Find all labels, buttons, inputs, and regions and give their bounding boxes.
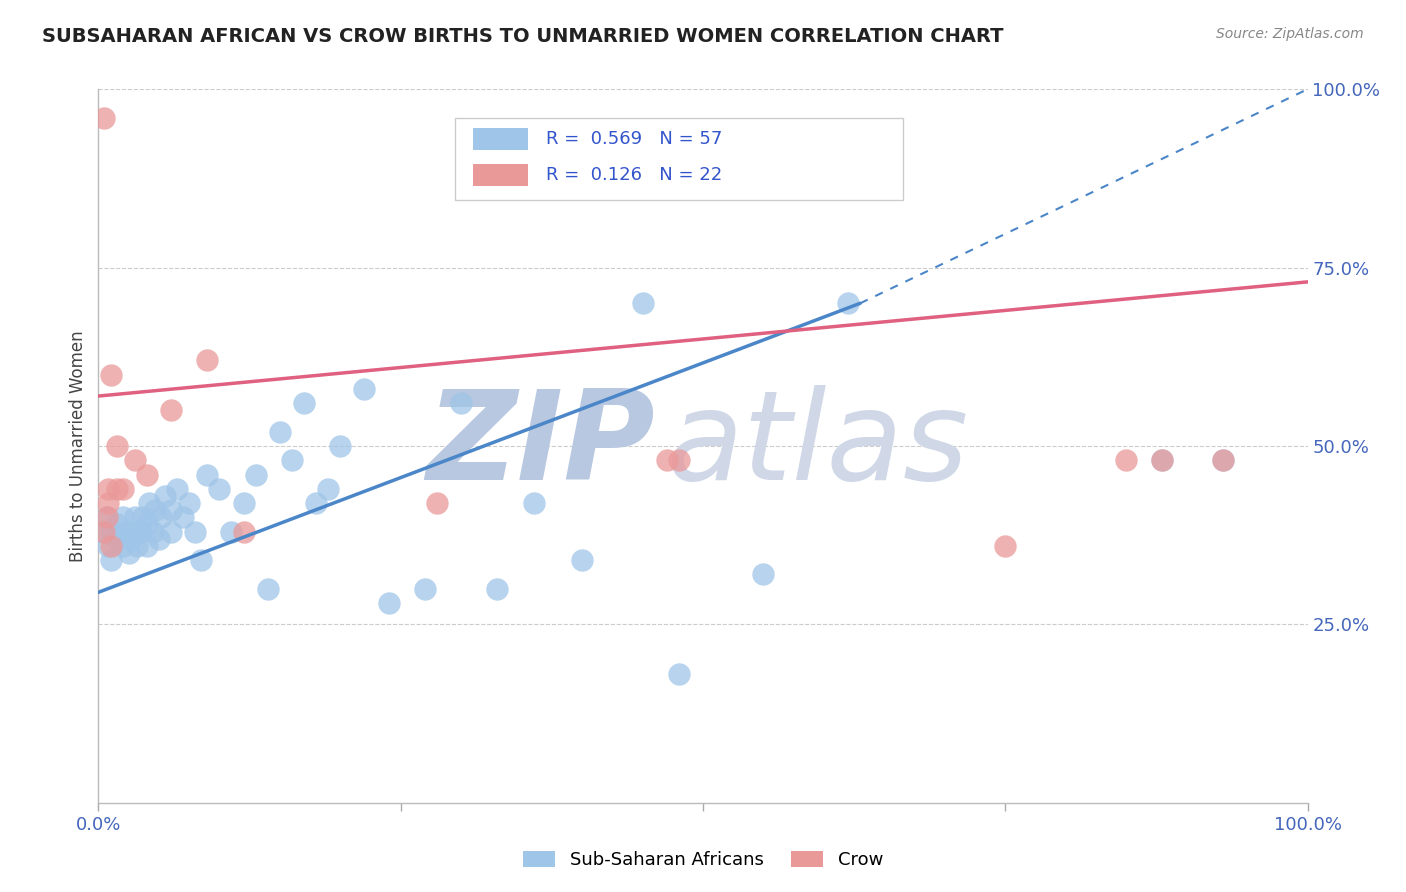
Point [120,532,142,546]
Point [100,368,122,382]
Point [329,439,352,453]
Point [111,510,134,524]
Point [160,403,183,417]
Point [166,482,188,496]
Point [208,482,231,496]
Point [195,353,218,368]
Point [105,439,128,453]
Point [994,539,1017,553]
Point [97,539,120,553]
Point [160,503,183,517]
Point [377,596,399,610]
Point [1152,453,1174,467]
Point [184,524,207,539]
Point [132,510,155,524]
Point [142,524,165,539]
Point [100,539,122,553]
Point [96,510,118,524]
Point [97,496,120,510]
Point [190,553,212,567]
Point [752,567,775,582]
Point [232,524,254,539]
Point [148,532,170,546]
Point [281,453,304,467]
Point [245,467,267,482]
Point [837,296,859,310]
Point [105,482,128,496]
Point [135,539,157,553]
FancyBboxPatch shape [456,118,903,200]
Point [305,496,328,510]
Point [135,467,157,482]
Point [93,111,115,125]
Point [124,524,146,539]
Point [100,524,122,539]
Point [105,532,128,546]
Point [292,396,315,410]
Point [97,482,120,496]
Point [124,453,146,467]
Point [138,496,160,510]
Point [1212,453,1234,467]
Point [150,510,173,524]
Point [668,453,690,467]
Text: ZIP: ZIP [426,385,655,507]
Point [118,546,141,560]
Point [105,517,128,532]
Point [668,667,690,681]
Point [571,553,593,567]
Point [413,582,436,596]
Point [93,524,115,539]
Text: atlas: atlas [666,385,969,507]
Point [127,539,149,553]
Bar [474,164,527,186]
Point [426,496,449,510]
Point [172,510,194,524]
Point [111,539,134,553]
Text: R =  0.126   N = 22: R = 0.126 N = 22 [546,166,723,184]
Point [221,524,243,539]
Point [1152,453,1174,467]
Text: SUBSAHARAN AFRICAN VS CROW BIRTHS TO UNMARRIED WOMEN CORRELATION CHART: SUBSAHARAN AFRICAN VS CROW BIRTHS TO UNM… [42,27,1004,45]
Point [195,467,218,482]
Text: R =  0.569   N = 57: R = 0.569 N = 57 [546,130,723,148]
Legend: Sub-Saharan Africans, Crow: Sub-Saharan Africans, Crow [513,842,893,879]
Point [450,396,472,410]
Point [179,496,201,510]
Point [160,524,183,539]
Text: Source: ZipAtlas.com: Source: ZipAtlas.com [1216,27,1364,41]
Point [256,582,278,596]
Point [486,582,509,596]
Point [153,489,176,503]
Point [269,425,291,439]
Point [114,524,136,539]
Point [1115,453,1137,467]
Point [316,482,339,496]
Y-axis label: Births to Unmarried Women: Births to Unmarried Women [69,330,87,562]
Point [129,524,152,539]
Point [523,496,546,510]
Point [353,382,375,396]
Point [655,453,678,467]
Point [232,496,254,510]
Point [100,553,122,567]
Point [143,503,166,517]
Point [93,524,115,539]
Point [1212,453,1234,467]
Point [96,510,118,524]
Point [135,517,157,532]
Point [124,510,146,524]
Point [111,482,134,496]
Bar [474,128,527,150]
Point [631,296,654,310]
